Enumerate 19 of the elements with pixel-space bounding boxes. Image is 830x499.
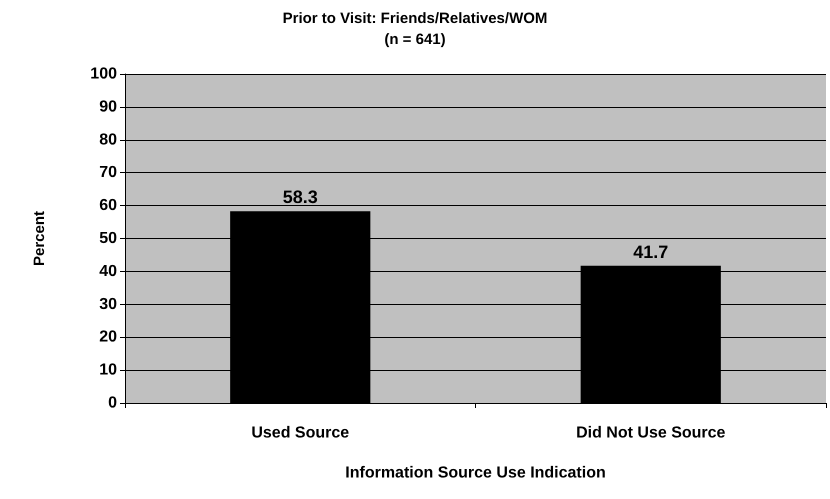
y-tick-label: 70 bbox=[99, 164, 118, 182]
data-label: 58.3 bbox=[282, 187, 318, 208]
x-tick-label: Used Source bbox=[251, 424, 350, 442]
x-axis-title: Information Source Use Indication bbox=[345, 464, 606, 482]
y-tick-label: 50 bbox=[99, 230, 118, 247]
y-tick-label: 80 bbox=[99, 131, 118, 148]
x-tick-label: Did Not Use Source bbox=[576, 424, 726, 442]
y-tick-label: 90 bbox=[99, 98, 118, 116]
y-tick-label: 100 bbox=[90, 66, 118, 82]
y-tick-label: 60 bbox=[99, 197, 118, 214]
chart-title: Prior to Visit: Friends/Relatives/WOM bbox=[282, 10, 548, 27]
y-tick-label: 10 bbox=[99, 362, 118, 379]
y-tick-label: 0 bbox=[108, 394, 118, 412]
data-label: 41.7 bbox=[633, 242, 668, 262]
y-tick-label: 30 bbox=[99, 296, 118, 313]
y-axis-title: Percent bbox=[31, 210, 48, 266]
chart-subtitle: (n = 641) bbox=[384, 31, 446, 48]
y-tick-label: 20 bbox=[99, 328, 118, 346]
y-tick-label: 40 bbox=[99, 262, 118, 280]
